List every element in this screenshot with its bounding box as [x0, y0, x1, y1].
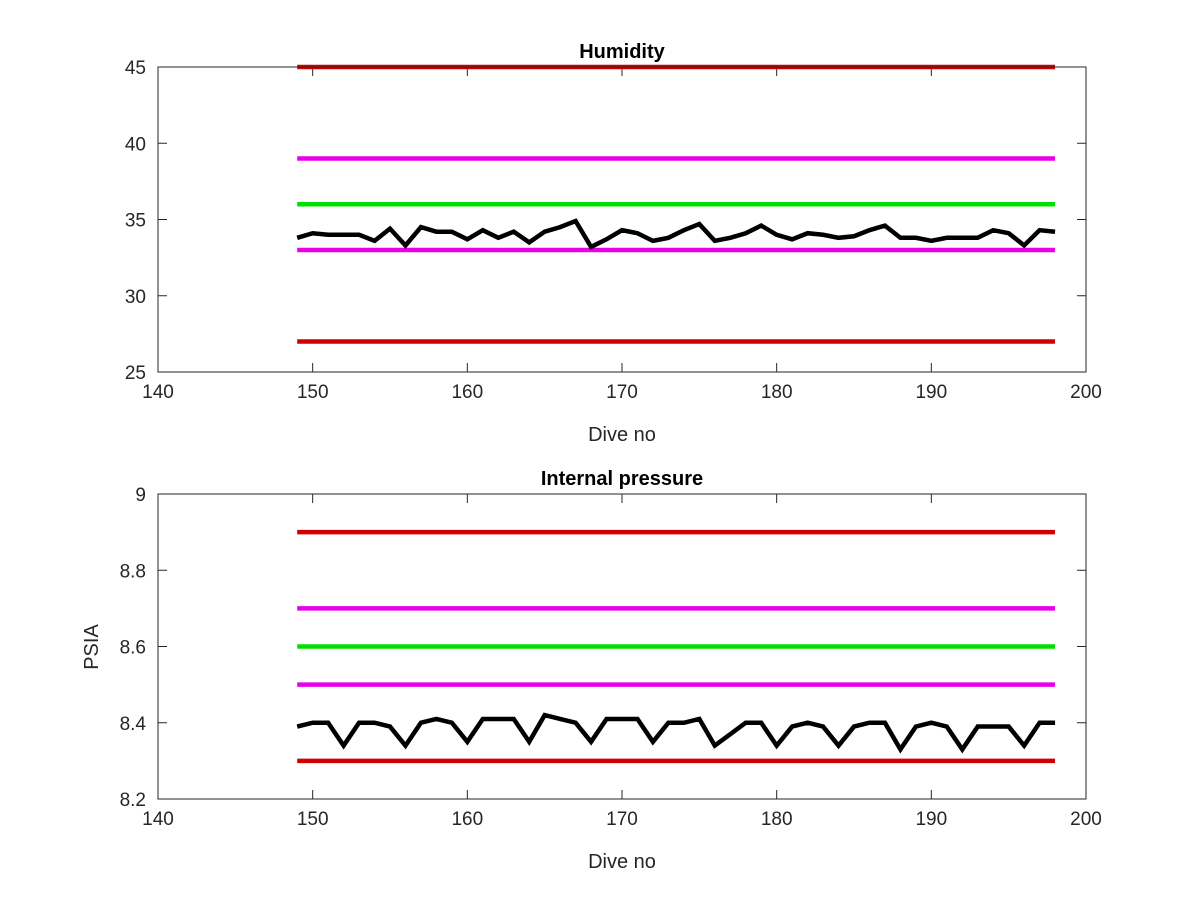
humidity-y-tick-label: 30 — [125, 287, 146, 308]
pressure-x-tick-label: 180 — [761, 809, 793, 830]
pressure-x-tick-label: 160 — [451, 809, 483, 830]
humidity-y-tick-label: 45 — [125, 58, 146, 79]
pressure-x-tick-label: 170 — [606, 809, 638, 830]
pressure-data-line — [296, 712, 1056, 754]
humidity-y-tick-label: 35 — [125, 211, 146, 232]
pressure-y-tick-label: 8.8 — [120, 561, 146, 582]
pressure-x-axis-label: Dive no — [588, 851, 656, 873]
humidity-panel: 140 150 160 170 180 190 200 25 30 35 40 45 Humidity… — [125, 41, 1102, 446]
pressure-y-tick-label: 9 — [135, 485, 146, 506]
humidity-title: Humidity — [579, 41, 665, 63]
humidity-x-tick-label: 160 — [451, 382, 483, 403]
humidity-x-tick-label: 200 — [1070, 382, 1102, 403]
humidity-y-tick-label: 25 — [125, 363, 146, 384]
pressure-x-tick-label: 140 — [142, 809, 174, 830]
humidity-x-tick-label: 170 — [606, 382, 638, 403]
humidity-data-line — [296, 218, 1056, 250]
humidity-tick-labels: 140 150 160 170 180 190 200 25 30 35 40 45 — [125, 58, 1102, 403]
pressure-x-tick-label: 200 — [1070, 809, 1102, 830]
internal-pressure-panel: 140 150 160 170 180 190 200 8.2 8.4 8.6 8.8 9 Inter… — [81, 468, 1102, 873]
pressure-tick-labels: 140 150 160 170 180 190 200 8.2 8.4 8.6 8.8 9 — [120, 485, 1102, 830]
pressure-title: Internal pressure — [541, 468, 703, 490]
humidity-x-tick-label: 150 — [297, 382, 329, 403]
pressure-y-axis-label: PSIA — [81, 624, 103, 670]
humidity-x-axis-label: Dive no — [588, 424, 656, 446]
humidity-x-tick-label: 140 — [142, 382, 174, 403]
humidity-x-tick-label: 190 — [915, 382, 947, 403]
pressure-y-tick-label: 8.6 — [120, 638, 146, 659]
pressure-x-tick-label: 190 — [915, 809, 947, 830]
pressure-y-tick-label: 8.2 — [120, 790, 146, 811]
humidity-y-tick-label: 40 — [125, 134, 146, 155]
pressure-x-tick-label: 150 — [297, 809, 329, 830]
humidity-x-tick-label: 180 — [761, 382, 793, 403]
pressure-series — [296, 529, 1056, 764]
pressure-axes-box — [157, 493, 1087, 800]
pressure-y-tick-label: 8.4 — [120, 714, 147, 735]
humidity-axes-box — [157, 66, 1087, 373]
humidity-axes-background — [158, 67, 1086, 372]
